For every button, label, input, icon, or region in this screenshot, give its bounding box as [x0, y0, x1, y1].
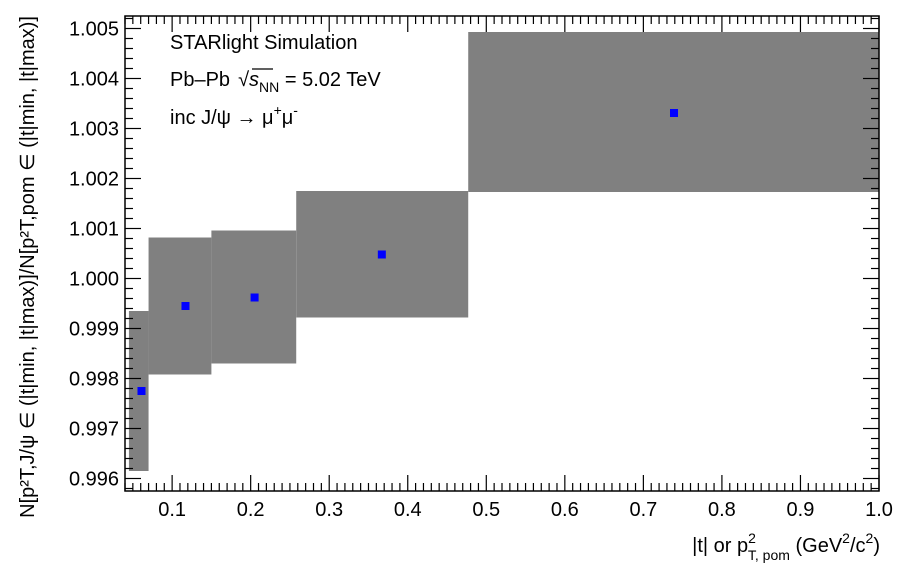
x-tick-label: 1.0	[865, 499, 893, 521]
y-tick-label: 1.004	[69, 69, 119, 91]
y-axis: 0.996 0.997 0.998 0.999 1.000 1.001 1.002 1.003…	[69, 17, 879, 491]
y-tick-label: 1.003	[69, 119, 119, 141]
x-tick-label: 0.6	[551, 499, 579, 521]
x-axis-label: |t| or p2 T, pom (GeV2/c2)	[692, 530, 880, 563]
y-tick-label: 0.997	[69, 419, 119, 441]
x-tick-label: 0.9	[787, 499, 815, 521]
uncertainty-band	[148, 237, 212, 375]
annotation-collision: Pb–Pb √sNN = 5.02 TeV	[170, 69, 381, 95]
x-tick-label: 0.8	[708, 499, 736, 521]
data-point	[137, 387, 146, 395]
x-tick-label: 0.1	[158, 499, 186, 521]
x-tick-label: 0.7	[629, 499, 657, 521]
y-tick-label: 1.002	[69, 169, 119, 191]
x-tick-label: 0.4	[394, 499, 422, 521]
x-axis: 0.1 0.2 0.3 0.4 0.5 0.6 0.7 0.8 0.9 1.0	[124, 16, 893, 521]
annotation-title: STARlight Simulation	[170, 32, 357, 54]
y-tick-label: 0.999	[69, 319, 119, 341]
annotation-decay: inc J/ψ → μ+μ-	[170, 102, 298, 129]
x-tick-label: 0.5	[472, 499, 500, 521]
data-markers	[137, 109, 679, 395]
annotation: STARlight Simulation Pb–Pb √sNN = 5.02 Te…	[170, 32, 381, 129]
y-tick-label: 1.005	[69, 19, 119, 41]
y-axis-label: N[p²T,J/ψ ∈ (|t|min, |t|max)]/N[p²T,pom …	[17, 16, 39, 518]
y-tick-label: 1.000	[69, 269, 119, 291]
y-tick-label: 1.001	[69, 219, 119, 241]
y-tick-label: 0.996	[69, 469, 119, 491]
x-tick-label: 0.3	[315, 499, 343, 521]
data-point	[181, 302, 190, 310]
data-point	[670, 109, 679, 117]
uncertainty-bands	[128, 32, 879, 471]
data-point	[250, 293, 259, 302]
y-tick-label: 0.998	[69, 369, 119, 391]
x-tick-label: 0.2	[237, 499, 265, 521]
data-point	[377, 250, 386, 259]
